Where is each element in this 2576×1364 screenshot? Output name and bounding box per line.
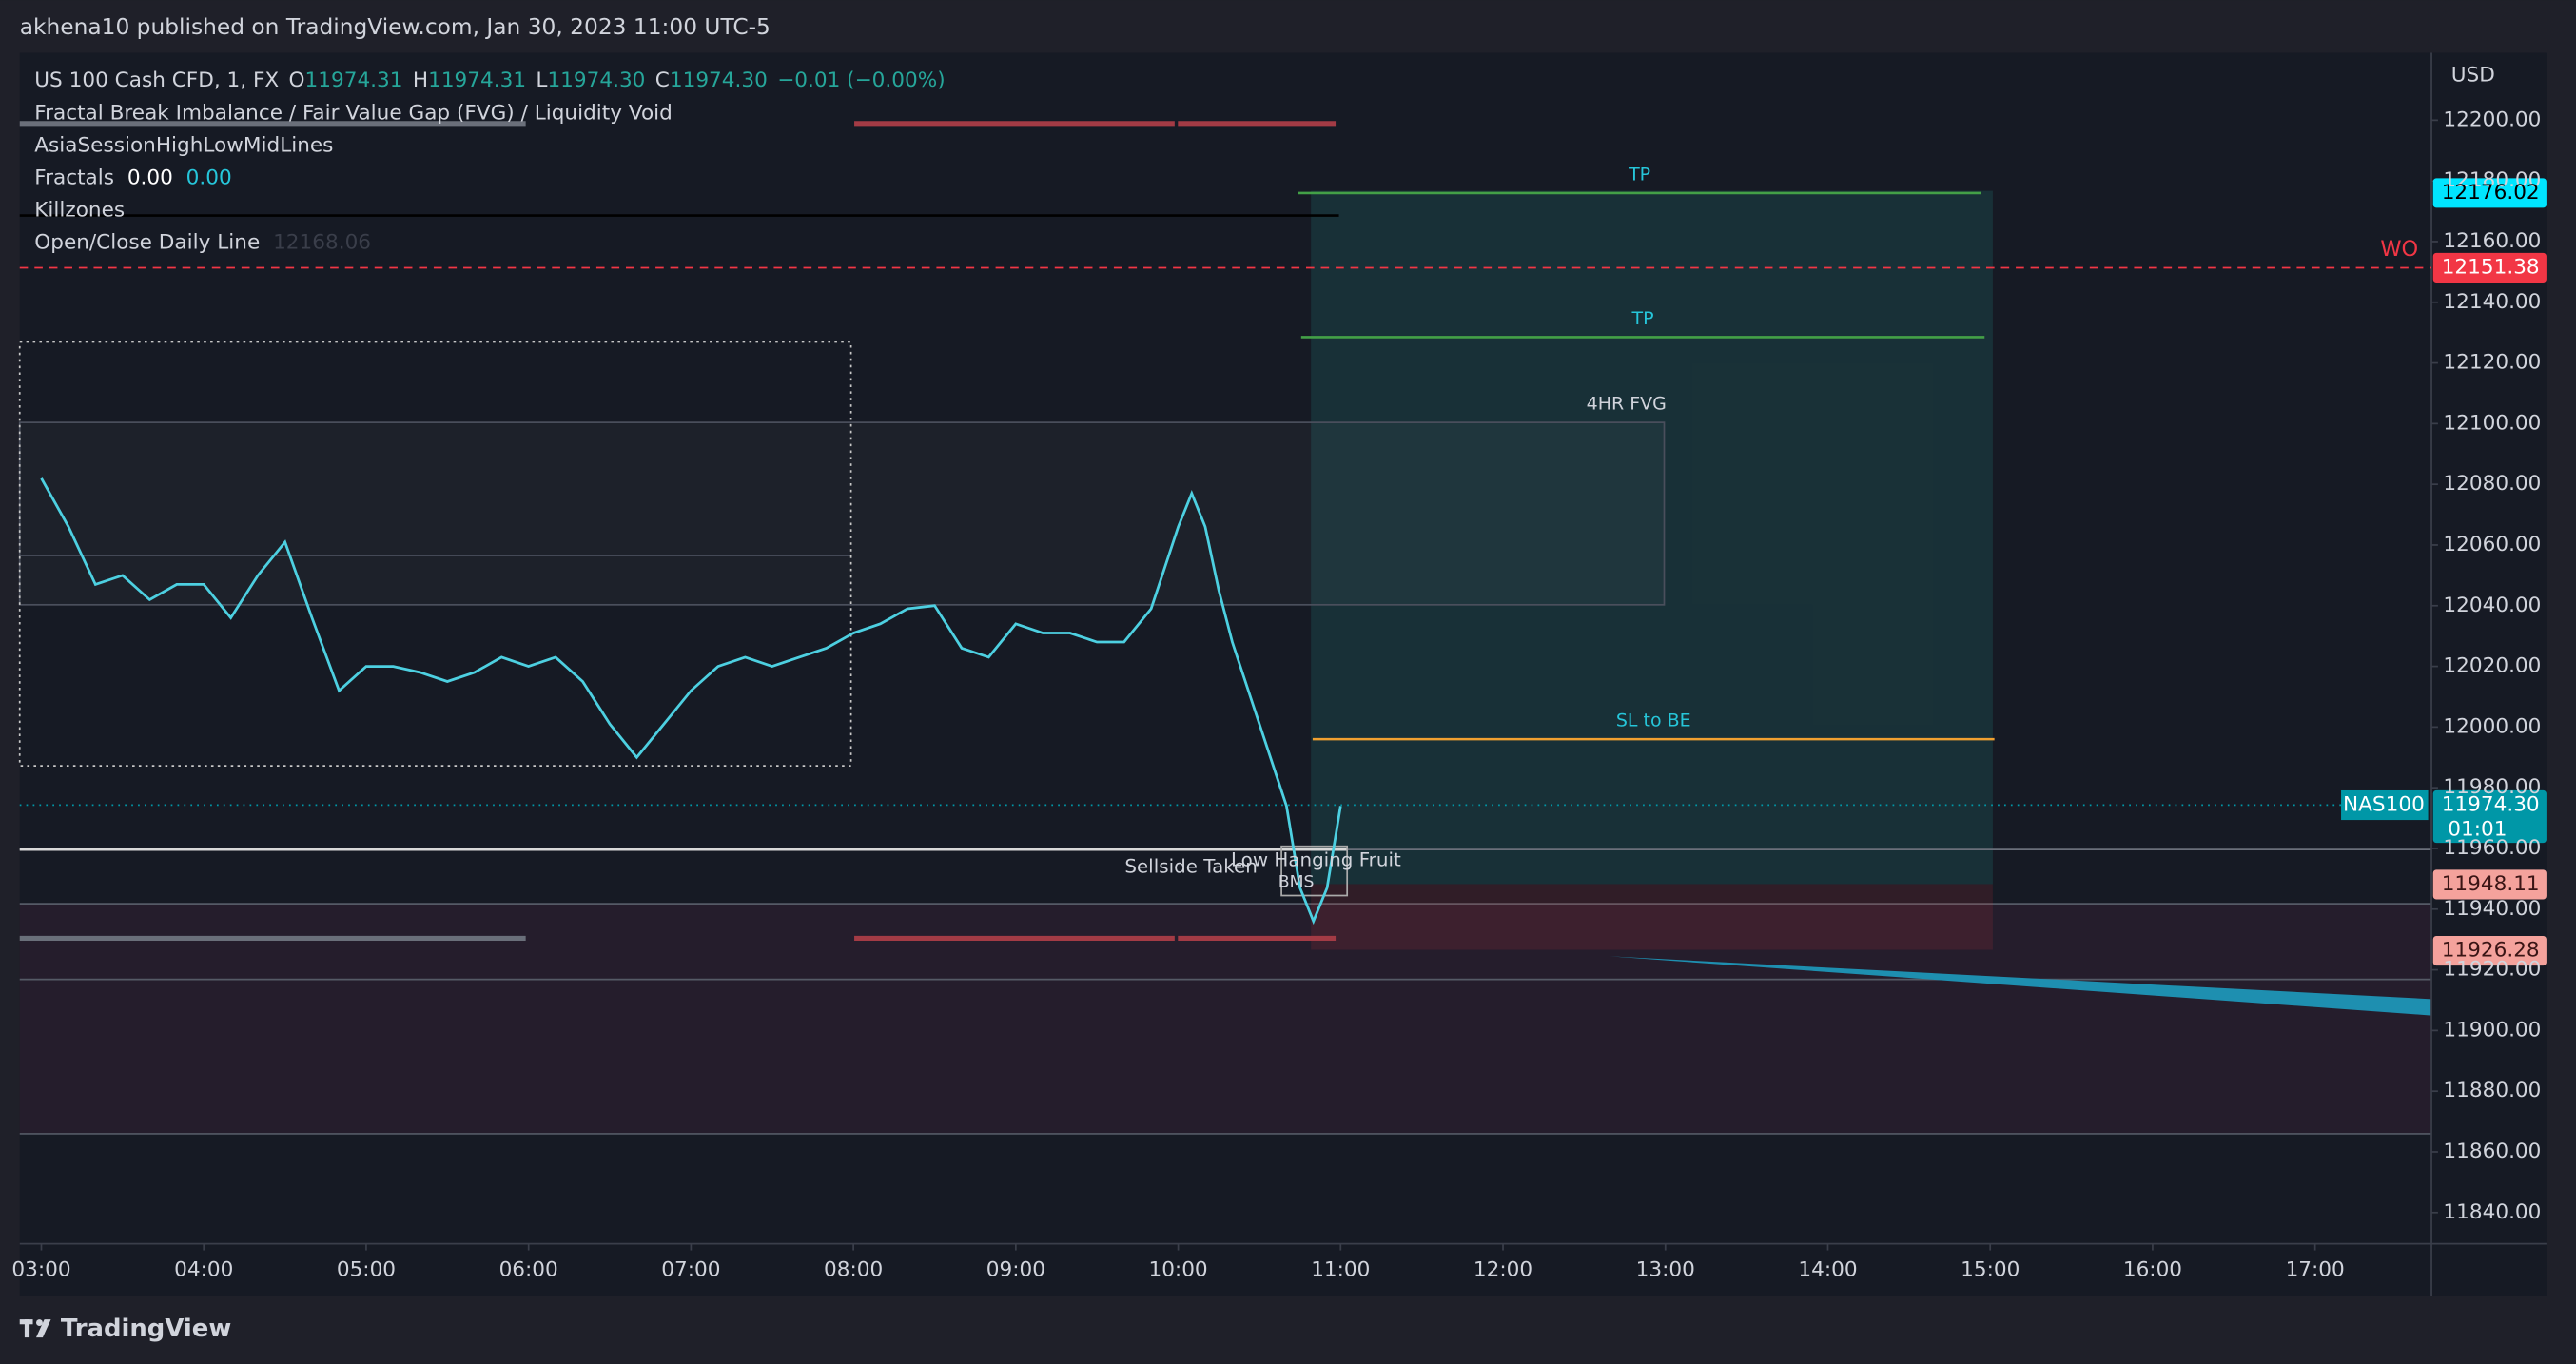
y-tick-label: 11920.00: [2443, 958, 2541, 982]
brand: TradingView: [61, 1315, 231, 1343]
publish-header: akhena10 published on TradingView.com, J…: [20, 14, 771, 40]
y-tick-label: 12160.00: [2443, 229, 2541, 253]
x-tick-label: 06:00: [499, 1257, 558, 1281]
legend-item: Fractals: [34, 166, 114, 189]
x-tick-label: 09:00: [986, 1257, 1045, 1281]
y-tick-label: 11860.00: [2443, 1140, 2541, 1163]
symbol-tag: [2341, 789, 2429, 821]
x-tick-label: 12:00: [1473, 1257, 1532, 1281]
long-target-zone: [1311, 190, 1993, 885]
level-label: TP: [1631, 308, 1654, 329]
legend-item: US 100 Cash CFD, 1, FX: [34, 68, 279, 92]
legend-row: Open/Close Daily Line 12168.06: [34, 231, 371, 255]
legend-item: AsiaSessionHighLowMidLines: [34, 133, 333, 157]
legend-item: C: [655, 68, 670, 92]
price-label-box: [2432, 178, 2547, 208]
x-tick-label: 16:00: [2123, 1257, 2182, 1281]
x-tick-label: 05:00: [337, 1257, 396, 1281]
fvg-box: [18, 421, 1666, 606]
y-tick-label: 11960.00: [2443, 836, 2541, 860]
annotation: 4HR FVG: [1587, 394, 1667, 415]
legend-row: AsiaSessionHighLowMidLines: [34, 133, 333, 157]
y-tick-label: 12000.00: [2443, 714, 2541, 738]
y-tick-label: 11900.00: [2443, 1018, 2541, 1042]
x-tick-label: 17:00: [2286, 1257, 2345, 1281]
long-stop-zone: [1311, 884, 1993, 950]
legend-row: US 100 Cash CFD, 1, FX O11974.31 H11974.31…: [34, 68, 945, 92]
legend-item: L: [536, 68, 547, 92]
y-tick-label: 12020.00: [2443, 654, 2541, 678]
price-label-box: [2432, 252, 2547, 283]
x-tick-label: 15:00: [1961, 1257, 2020, 1281]
legend-item: −0.01 (−0.00%): [777, 68, 945, 92]
legend-row: Fractals 0.00 0.00: [34, 166, 231, 189]
legend-item: 11974.30: [670, 68, 768, 92]
session-box: [18, 341, 852, 767]
marks: [19, 119, 2547, 1251]
legend-item: O: [289, 68, 305, 92]
price-label-box: [2432, 789, 2547, 844]
y-tick-label: 11840.00: [2443, 1200, 2541, 1224]
legend-item: Open/Close Daily Line: [34, 231, 260, 255]
legend-item: H: [413, 68, 428, 92]
legend: US 100 Cash CFD, 1, FX O11974.31 H11974.31…: [34, 68, 945, 255]
currency: USD: [2451, 64, 2495, 88]
legend-item: Fractal Break Imbalance / Fair Value Gap…: [34, 101, 673, 125]
trend-wedge: [1610, 956, 2432, 1016]
y-tick-label: 11880.00: [2443, 1079, 2541, 1102]
legend-item: 11974.31: [305, 68, 403, 92]
x-tick-label: 03:00: [11, 1257, 70, 1281]
legend-item: 12168.06: [273, 231, 371, 255]
x-tick-label: 14:00: [1798, 1257, 1857, 1281]
level-label: SL to BE: [1616, 711, 1691, 731]
price-line: [40, 477, 1342, 926]
price-label: 12176.02: [2442, 181, 2540, 205]
x-tick-label: 13:00: [1636, 1257, 1695, 1281]
x-tick-label: 08:00: [824, 1257, 883, 1281]
x-tick-label: 11:00: [1311, 1257, 1370, 1281]
y-tick-label: 12080.00: [2443, 472, 2541, 496]
y-tick-label: 11980.00: [2443, 775, 2541, 799]
countdown: 01:01: [2448, 817, 2507, 841]
y-tick-label: 12060.00: [2443, 533, 2541, 556]
price-label: 11974.30: [2442, 792, 2540, 816]
legend-item: 0.00: [127, 166, 173, 189]
level-label: WO: [2380, 237, 2418, 262]
time-axis: [19, 1243, 2547, 1296]
legend-row: Killzones: [34, 199, 125, 223]
plot-area: [19, 52, 2432, 1244]
annotation: BMS: [1278, 873, 1315, 892]
bms-box: [1280, 845, 1349, 897]
legend-item: 0.00: [186, 166, 232, 189]
x-tick-label: 07:00: [661, 1257, 720, 1281]
legend-item: 11974.30: [547, 68, 645, 92]
annotation: Sellside Taken: [1124, 856, 1257, 878]
y-tick-label: 12100.00: [2443, 411, 2541, 435]
annotation: Low Hanging Fruit: [1231, 849, 1401, 871]
liquidity-zone: [19, 904, 2432, 1134]
legend-row: Fractal Break Imbalance / Fair Value Gap…: [34, 101, 673, 125]
symbol-tag-text: NAS100: [2343, 793, 2425, 817]
y-tick-label: 12200.00: [2443, 107, 2541, 131]
price-label-box: [2432, 936, 2547, 966]
price-axis: [2431, 52, 2547, 1244]
x-tick-label: 04:00: [174, 1257, 233, 1281]
price-label-box: [2432, 869, 2547, 900]
legend-item: 11974.31: [428, 68, 526, 92]
logo: [19, 1319, 51, 1338]
price-label: 11926.28: [2442, 939, 2540, 963]
y-tick-label: 11940.00: [2443, 897, 2541, 921]
y-tick-label: 12140.00: [2443, 290, 2541, 314]
level-label: TP: [1628, 164, 1650, 185]
y-tick-label: 12040.00: [2443, 594, 2541, 617]
y-tick-label: 12180.00: [2443, 168, 2541, 192]
y-tick-label: 12120.00: [2443, 351, 2541, 375]
price-label: 11948.11: [2442, 872, 2540, 896]
x-tick-label: 10:00: [1148, 1257, 1207, 1281]
legend-item: Killzones: [34, 199, 125, 223]
price-label: 12151.38: [2442, 255, 2540, 279]
